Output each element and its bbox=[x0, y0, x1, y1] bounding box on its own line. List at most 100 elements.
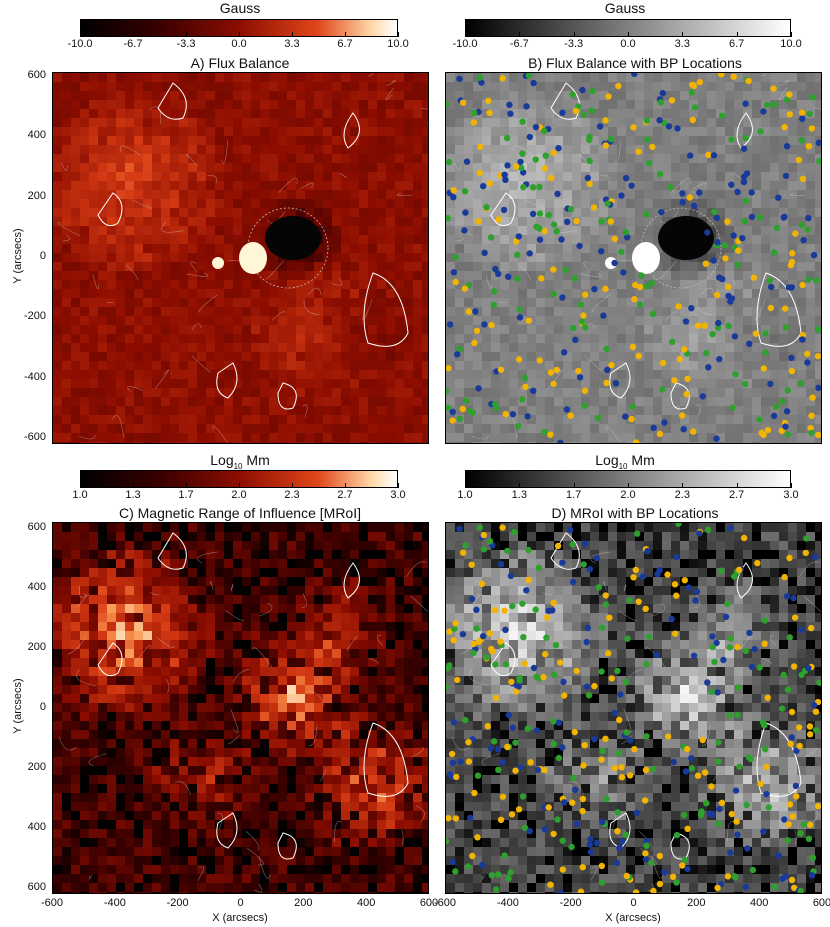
heatmap-cell bbox=[707, 82, 717, 92]
bp-location-marker bbox=[488, 321, 495, 329]
heatmap-cell bbox=[278, 289, 288, 299]
heatmap-cell bbox=[53, 91, 63, 101]
bp-location-marker bbox=[594, 414, 602, 422]
heatmap-cell bbox=[368, 199, 378, 209]
heatmap-cell bbox=[599, 154, 609, 164]
heatmap-cell bbox=[572, 199, 582, 209]
bp-location-marker bbox=[490, 301, 498, 308]
heatmap-cell bbox=[734, 289, 744, 299]
heatmap-cell bbox=[323, 388, 333, 398]
heatmap-cell bbox=[332, 568, 342, 578]
heatmap-cell bbox=[359, 280, 369, 290]
heatmap-cell bbox=[581, 442, 591, 443]
heatmap-cell bbox=[53, 532, 63, 542]
heatmap-cell bbox=[242, 577, 252, 587]
heatmap-cell bbox=[116, 127, 126, 137]
heatmap-cell bbox=[251, 145, 261, 155]
heatmap-cell bbox=[671, 109, 681, 119]
heatmap-cell bbox=[296, 73, 306, 83]
heatmap-cell bbox=[644, 154, 654, 164]
heatmap-cell bbox=[233, 352, 243, 362]
heatmap-cell bbox=[188, 217, 198, 227]
heatmap-cell bbox=[545, 397, 555, 407]
heatmap-cell bbox=[161, 424, 171, 434]
heatmap-cell bbox=[233, 388, 243, 398]
heatmap-cell bbox=[404, 307, 414, 317]
heatmap-cell bbox=[161, 325, 171, 335]
heatmap-cell bbox=[626, 91, 636, 101]
heatmap-cell bbox=[287, 199, 297, 209]
heatmap-cell bbox=[125, 685, 135, 695]
heatmap-cell bbox=[278, 181, 288, 191]
heatmap-cell bbox=[680, 433, 690, 443]
heatmap-cell bbox=[422, 406, 428, 416]
heatmap-cell bbox=[161, 235, 171, 245]
heatmap-cell bbox=[599, 388, 609, 398]
heatmap-cell bbox=[197, 577, 207, 587]
heatmap-cell bbox=[206, 397, 216, 407]
bp-location-marker bbox=[643, 117, 650, 124]
heatmap-cell bbox=[386, 424, 396, 434]
heatmap-cell bbox=[455, 235, 465, 245]
heatmap-cell bbox=[71, 523, 81, 533]
heatmap-cell bbox=[572, 73, 582, 83]
heatmap-cell bbox=[527, 433, 537, 443]
heatmap-cell bbox=[71, 307, 81, 317]
heatmap-cell bbox=[359, 91, 369, 101]
heatmap-cell bbox=[635, 307, 645, 317]
heatmap-cell bbox=[242, 424, 252, 434]
heatmap-cell bbox=[572, 442, 582, 443]
heatmap-cell bbox=[509, 370, 519, 380]
heatmap-cell bbox=[725, 397, 735, 407]
heatmap-cell bbox=[179, 550, 189, 560]
heatmap-cell bbox=[314, 82, 324, 92]
heatmap-cell bbox=[332, 181, 342, 191]
heatmap-cell bbox=[671, 136, 681, 146]
heatmap-cell bbox=[725, 244, 735, 254]
heatmap-cell bbox=[422, 361, 428, 371]
heatmap-cell bbox=[368, 568, 378, 578]
heatmap-cell bbox=[269, 649, 279, 659]
heatmap-cell bbox=[350, 523, 360, 533]
heatmap-cell bbox=[233, 379, 243, 389]
heatmap-cell bbox=[323, 325, 333, 335]
bp-location-marker bbox=[575, 367, 582, 375]
heatmap-cell bbox=[368, 235, 378, 245]
heatmap-cell bbox=[179, 190, 189, 200]
heatmap-cell bbox=[404, 631, 414, 641]
heatmap-cell bbox=[404, 586, 414, 596]
heatmap-cell bbox=[80, 676, 90, 686]
heatmap-cell bbox=[134, 154, 144, 164]
heatmap-cell bbox=[491, 280, 501, 290]
heatmap-cell bbox=[179, 136, 189, 146]
heatmap-cell bbox=[188, 541, 198, 551]
heatmap-cell bbox=[653, 91, 663, 101]
heatmap-cell bbox=[680, 370, 690, 380]
heatmap-cell bbox=[152, 676, 162, 686]
heatmap-cell bbox=[71, 334, 81, 344]
heatmap-cell bbox=[359, 118, 369, 128]
heatmap-cell bbox=[53, 388, 63, 398]
heatmap-cell bbox=[161, 631, 171, 641]
heatmap-cell bbox=[626, 433, 636, 443]
heatmap-cell bbox=[233, 172, 243, 182]
heatmap-cell bbox=[161, 676, 171, 686]
heatmap-cell bbox=[170, 307, 180, 317]
heatmap-cell bbox=[116, 397, 126, 407]
heatmap-cell bbox=[170, 136, 180, 146]
heatmap-cell bbox=[71, 82, 81, 92]
heatmap-cell bbox=[107, 334, 117, 344]
heatmap-cell bbox=[617, 433, 627, 443]
heatmap-cell bbox=[323, 118, 333, 128]
heatmap-cell bbox=[359, 550, 369, 560]
heatmap-cell bbox=[626, 226, 636, 236]
heatmap-cell bbox=[161, 145, 171, 155]
contour-thin bbox=[131, 199, 152, 209]
heatmap-cell bbox=[662, 73, 672, 83]
heatmap-cell bbox=[617, 406, 627, 416]
heatmap-cell bbox=[242, 163, 252, 173]
heatmap-cell bbox=[662, 190, 672, 200]
heatmap-cell bbox=[197, 415, 207, 425]
heatmap-cell bbox=[404, 154, 414, 164]
heatmap-cell bbox=[626, 217, 636, 227]
